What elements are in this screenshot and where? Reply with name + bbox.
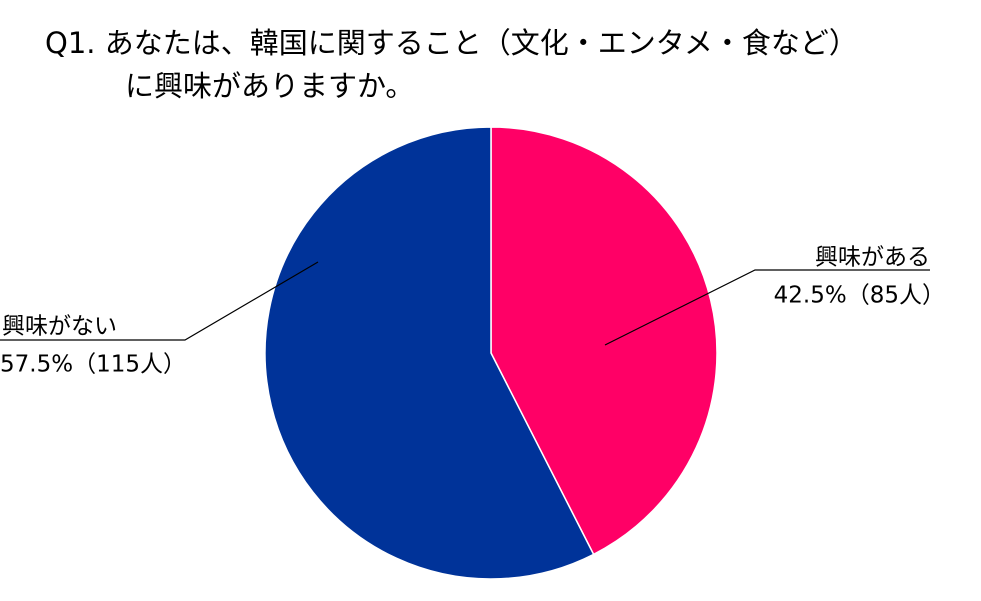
- value-label: 42.5%（85人）: [774, 283, 945, 309]
- chart-title: に興味がありますか。: [125, 69, 414, 103]
- pie-slice: [264, 126, 595, 580]
- slice-label: 興味がない: [2, 314, 117, 340]
- leader-line: [604, 269, 930, 346]
- pie-slice: [490, 126, 718, 556]
- slice-label: 興味がある: [815, 245, 930, 271]
- chart-title: Q1. あなたは、韓国に関すること（文化・エンタメ・食など）: [45, 26, 858, 60]
- value-label: 57.5%（115人）: [0, 352, 186, 378]
- leader-line: [0, 261, 319, 341]
